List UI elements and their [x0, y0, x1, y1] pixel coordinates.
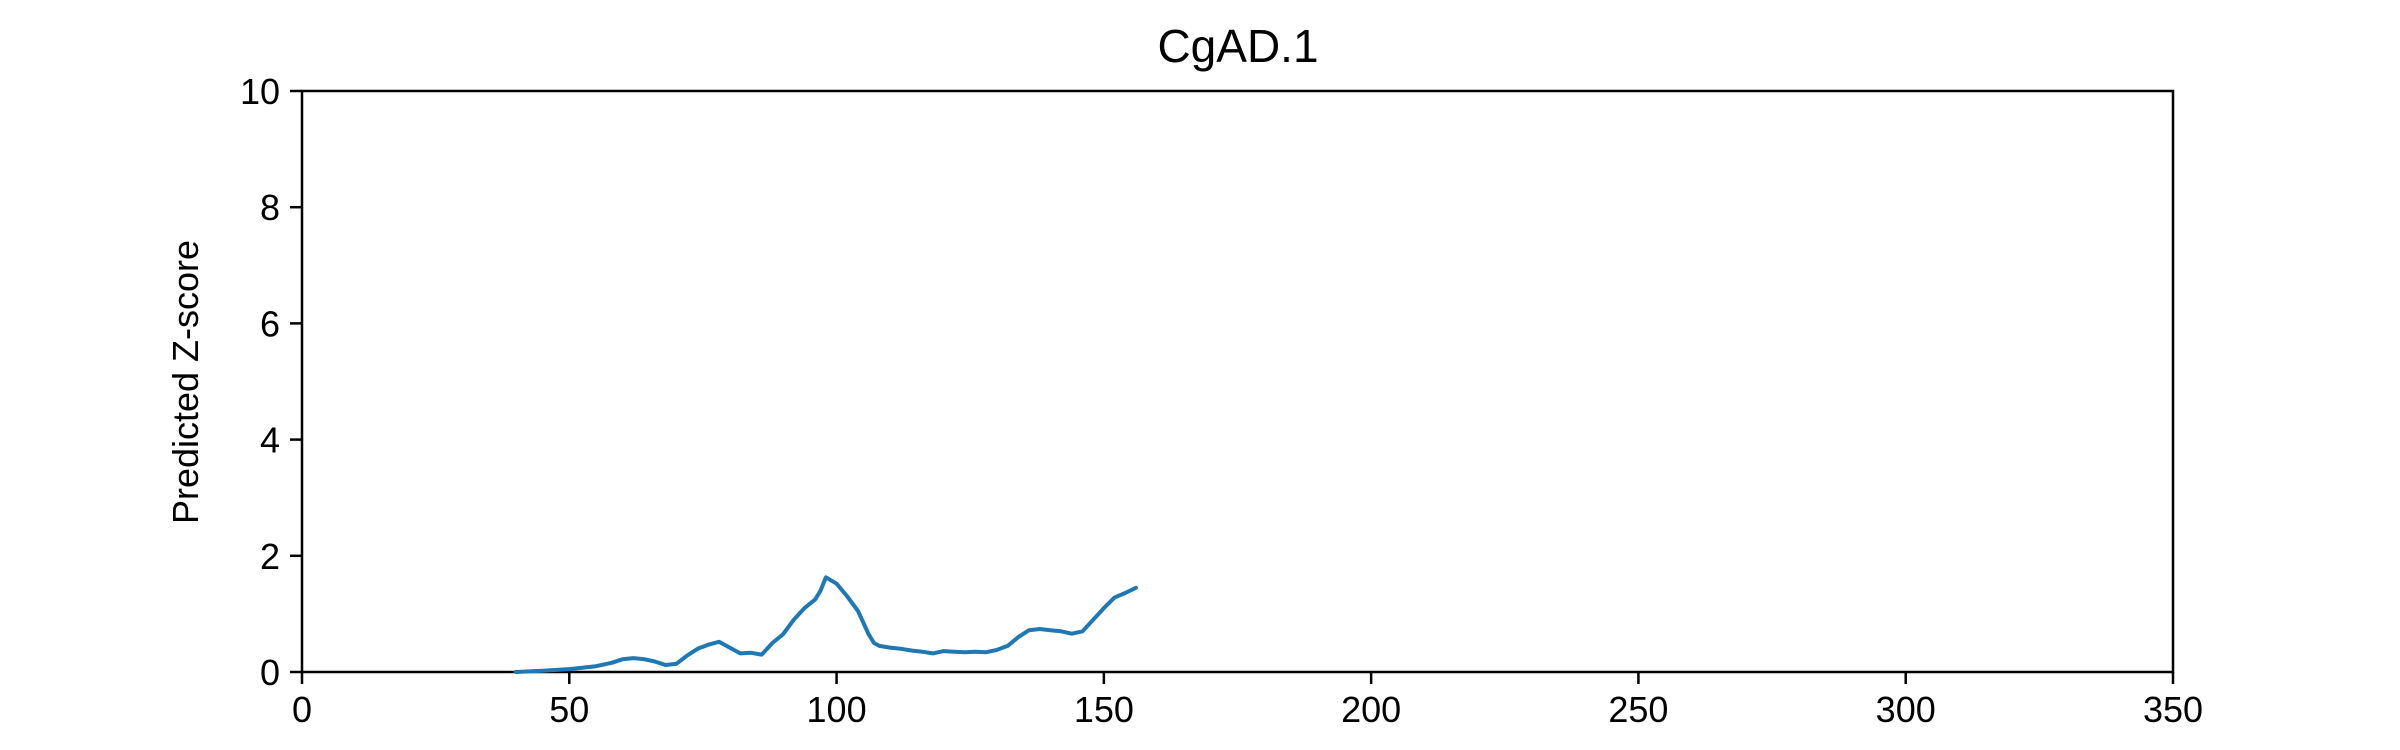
axis-ticks: 0 50 100 150 200 250 300 350 0 2 4 6 8 10 — [240, 71, 2203, 730]
plot-area — [300, 89, 2175, 674]
plot-frame — [300, 89, 2175, 674]
x-tick-label: 300 — [1876, 689, 1936, 730]
y-tick-label: 2 — [260, 536, 280, 577]
x-tick-label: 150 — [1074, 689, 1134, 730]
y-axis-label: Predicted Z-score — [165, 240, 206, 524]
y-tick-label: 0 — [260, 652, 280, 693]
y-tick-label: 6 — [260, 303, 280, 344]
y-tick-label: 8 — [260, 187, 280, 228]
x-tick-label: 100 — [807, 689, 867, 730]
x-tick-label: 50 — [549, 689, 589, 730]
x-tick-label: 350 — [2143, 689, 2203, 730]
y-tick-label: 4 — [260, 420, 280, 461]
chart-title: CgAD.1 — [1157, 20, 1318, 72]
y-tick-label: 10 — [240, 71, 280, 112]
x-tick-label: 0 — [292, 689, 312, 730]
series-line — [513, 575, 1138, 674]
x-tick-label: 250 — [1608, 689, 1668, 730]
x-tick-label: 200 — [1341, 689, 1401, 730]
